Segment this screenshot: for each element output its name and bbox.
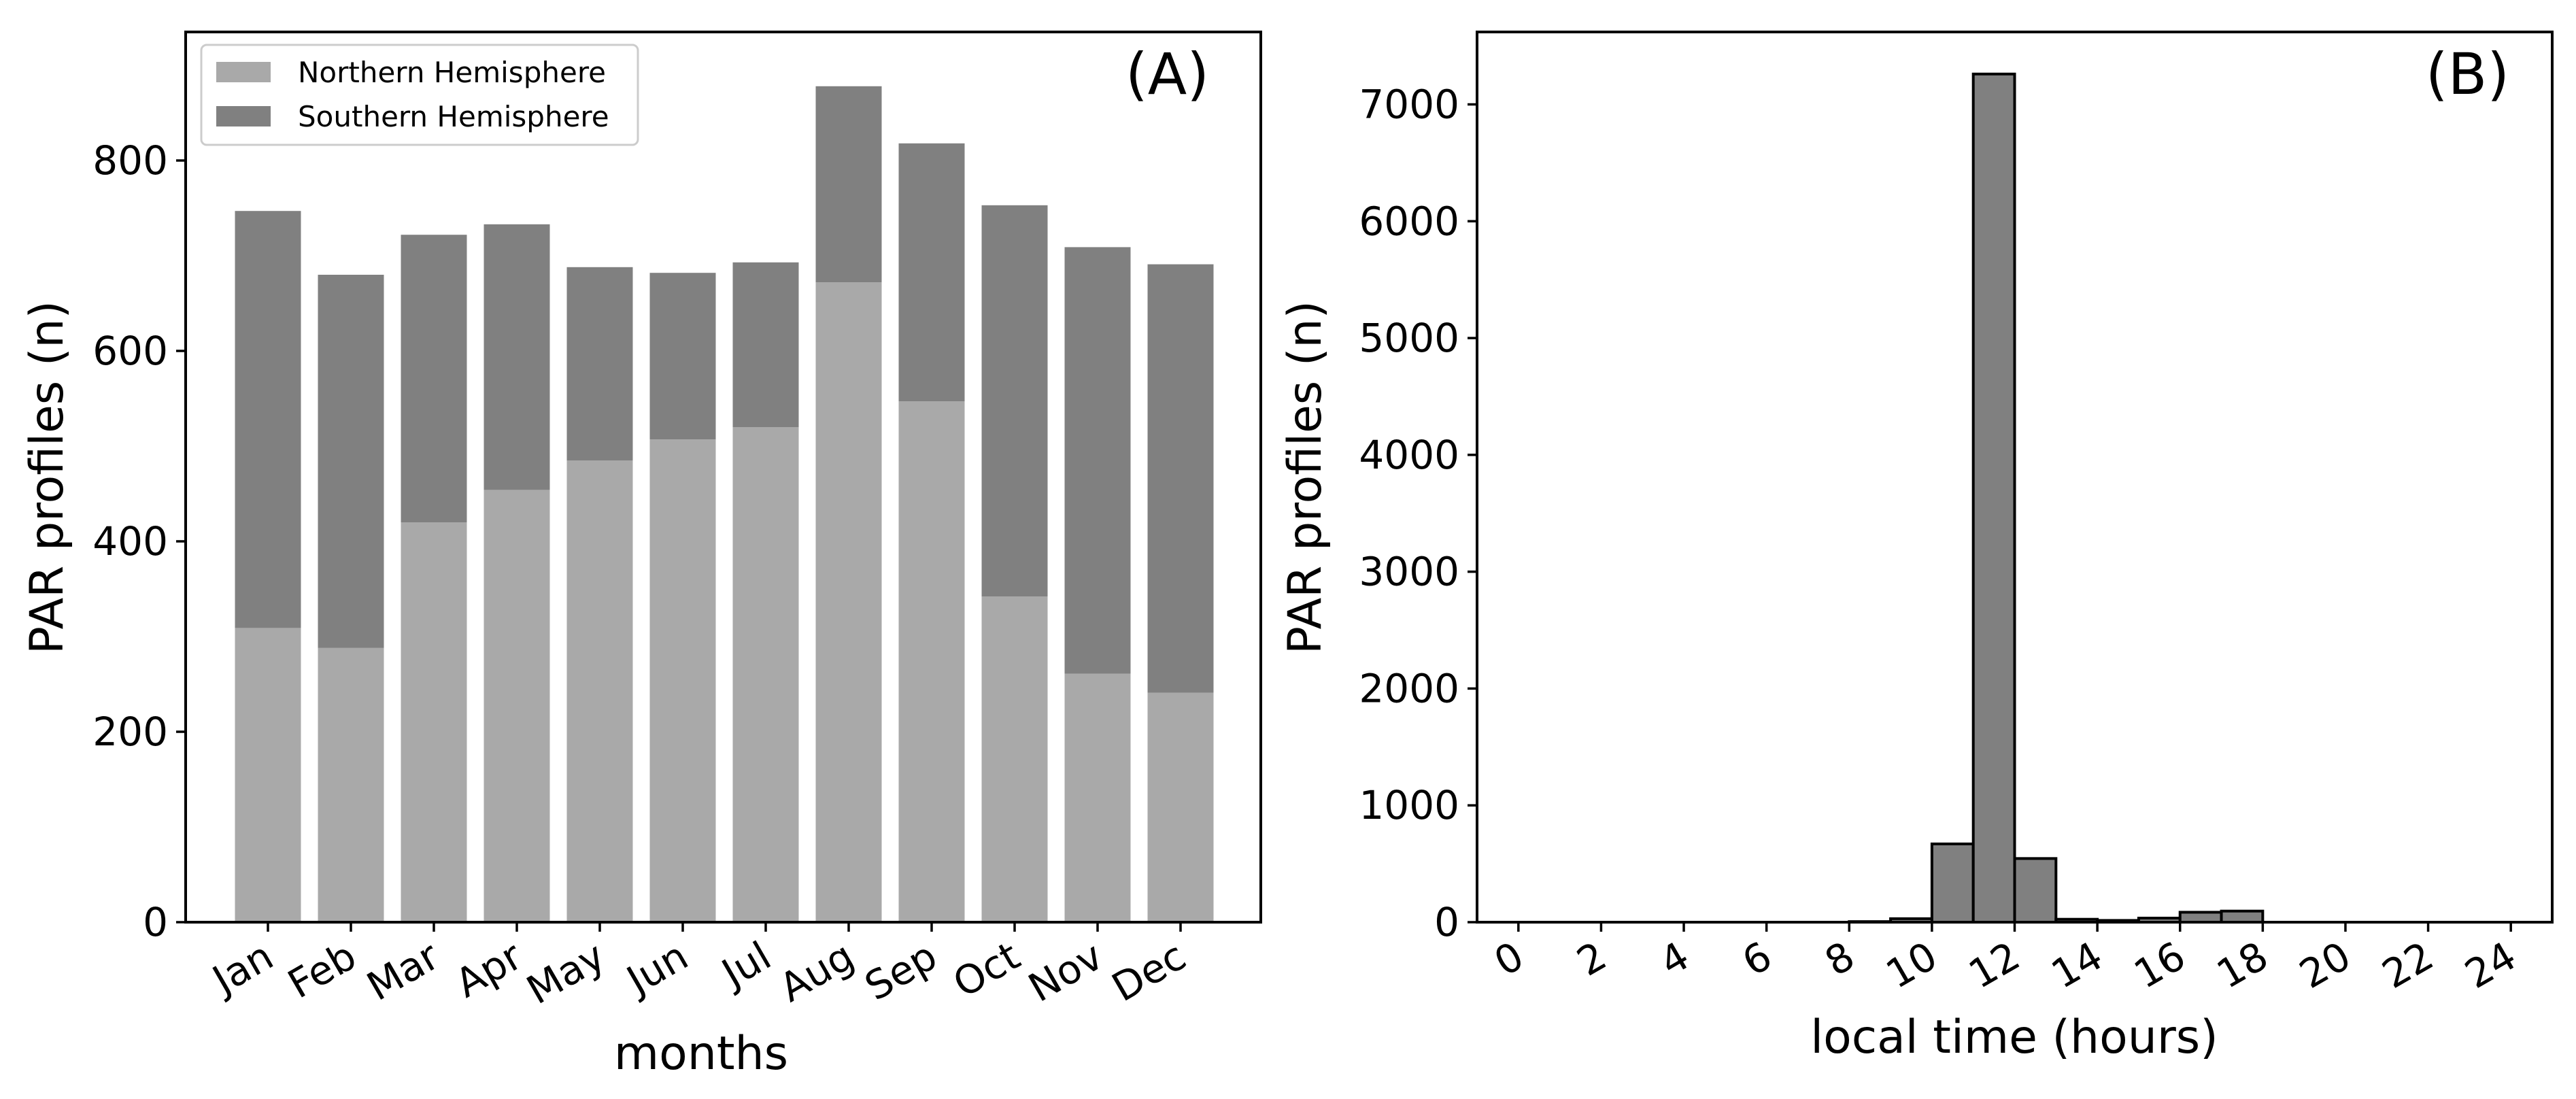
bar-aug-southern (815, 86, 882, 283)
x-tick-label-6: 6 (1735, 932, 1780, 985)
bar-may-northern (566, 460, 633, 922)
y-tick-label: 600 (92, 328, 168, 374)
bar-feb-southern (318, 275, 384, 648)
y-tick-label: 2000 (1359, 665, 1459, 711)
bar-jul-southern (732, 262, 799, 427)
bar-sep-northern (898, 401, 965, 922)
hist-bar-10h (1930, 842, 1975, 924)
bar-may-southern (566, 267, 633, 460)
panel-b-bars (1848, 72, 2265, 924)
x-tick-label-18: 18 (2209, 932, 2275, 998)
hist-bar-16h (2178, 911, 2223, 924)
bar-jan-southern (235, 211, 301, 628)
x-tick-label-apr: Apr (447, 932, 530, 1007)
bar-dec-southern (1147, 264, 1214, 693)
x-tick-label-jun: Jun (617, 932, 696, 1004)
legend-swatch-northern-hemisphere (216, 62, 271, 82)
x-tick-label-10: 10 (1878, 932, 1945, 998)
panel-b-y-axis-ticks: 0 1000 2000 3000 4000 5000 6000 7000 (1359, 82, 1477, 945)
y-tick-label: 5000 (1359, 315, 1459, 361)
x-tick-label-mar: Mar (359, 932, 447, 1010)
panel-b-y-axis-label: PAR profiles (n) (1278, 301, 1332, 654)
x-tick-label-0: 0 (1487, 932, 1531, 985)
bar-nov-southern (1064, 247, 1131, 674)
bar-mar-southern (401, 235, 467, 522)
y-tick-label: 6000 (1359, 198, 1459, 244)
y-tick-label: 0 (1434, 899, 1459, 945)
bar-apr-northern (484, 490, 550, 922)
panel-a-label: (A) (1125, 41, 1209, 107)
y-tick-label: 7000 (1359, 82, 1459, 128)
bar-jul-northern (732, 427, 799, 922)
x-tick-label-sep: Sep (857, 932, 945, 1010)
y-tick-label: 800 (92, 137, 168, 184)
hist-bar-11h (1971, 72, 2016, 924)
legend-label-northern-hemisphere: Northern Hemisphere (298, 56, 606, 89)
y-tick-label: 200 (92, 709, 168, 755)
y-tick-label: 4000 (1359, 432, 1459, 478)
x-tick-label-oct: Oct (945, 932, 1028, 1007)
hist-bar-17h (2220, 909, 2265, 924)
panel-b-x-axis-label: local time (hours) (1810, 1011, 2218, 1064)
x-tick-label-2: 2 (1569, 932, 1614, 985)
panel-b-label: (B) (2426, 41, 2509, 107)
bar-apr-southern (484, 224, 550, 490)
x-tick-label-4: 4 (1652, 932, 1697, 985)
panel-b-axes-frame (1476, 31, 2554, 924)
x-tick-label-nov: Nov (1021, 932, 1111, 1011)
bar-nov-northern (1064, 673, 1131, 922)
panel-a-axes-frame (184, 31, 1262, 924)
bar-jun-southern (649, 273, 716, 440)
bar-sep-southern (898, 143, 965, 402)
bar-oct-northern (981, 596, 1048, 922)
x-tick-label-jan: Jan (203, 932, 281, 1004)
bar-dec-northern (1147, 692, 1214, 922)
bar-feb-northern (318, 647, 384, 922)
x-tick-label-8: 8 (1817, 932, 1862, 985)
x-tick-label-16: 16 (2126, 932, 2193, 998)
bar-oct-southern (981, 205, 1048, 597)
panel-a-bars (235, 86, 1214, 922)
y-tick-label: 3000 (1359, 549, 1459, 595)
hist-bar-12h (2013, 857, 2058, 924)
panel-a-legend: Northern Hemisphere Southern Hemisphere (200, 44, 639, 146)
x-tick-label-dec: Dec (1104, 932, 1193, 1011)
y-tick-label: 400 (92, 518, 168, 564)
y-tick-label: 0 (143, 899, 168, 945)
x-tick-label-22: 22 (2375, 932, 2441, 998)
panel-a-x-axis-label: months (614, 1027, 788, 1081)
x-tick-label-may: May (519, 932, 613, 1013)
bar-jun-northern (649, 439, 716, 922)
legend-label-southern-hemisphere: Southern Hemisphere (298, 100, 609, 133)
x-tick-label-24: 24 (2457, 932, 2524, 998)
x-tick-label-feb: Feb (280, 932, 364, 1007)
bar-aug-northern (815, 282, 882, 922)
y-tick-label: 1000 (1359, 782, 1459, 828)
panel-a-y-axis-label: PAR profiles (n) (20, 301, 74, 654)
legend-frame (200, 44, 639, 146)
x-tick-label-aug: Aug (772, 932, 862, 1011)
legend-swatch-southern-hemisphere (216, 106, 271, 126)
x-tick-label-20: 20 (2292, 932, 2358, 998)
x-tick-label-14: 14 (2044, 932, 2110, 998)
bar-jan-northern (235, 628, 301, 922)
x-tick-label-jul: Jul (713, 932, 779, 997)
panel-a-y-axis-ticks: 0 200 400 600 800 (92, 137, 186, 945)
x-tick-label-12: 12 (1961, 932, 2028, 998)
panel-b-x-axis-ticks: 0 2 4 6 8 10 12 14 16 18 20 22 24 (1487, 922, 2524, 998)
bar-mar-northern (401, 522, 467, 922)
